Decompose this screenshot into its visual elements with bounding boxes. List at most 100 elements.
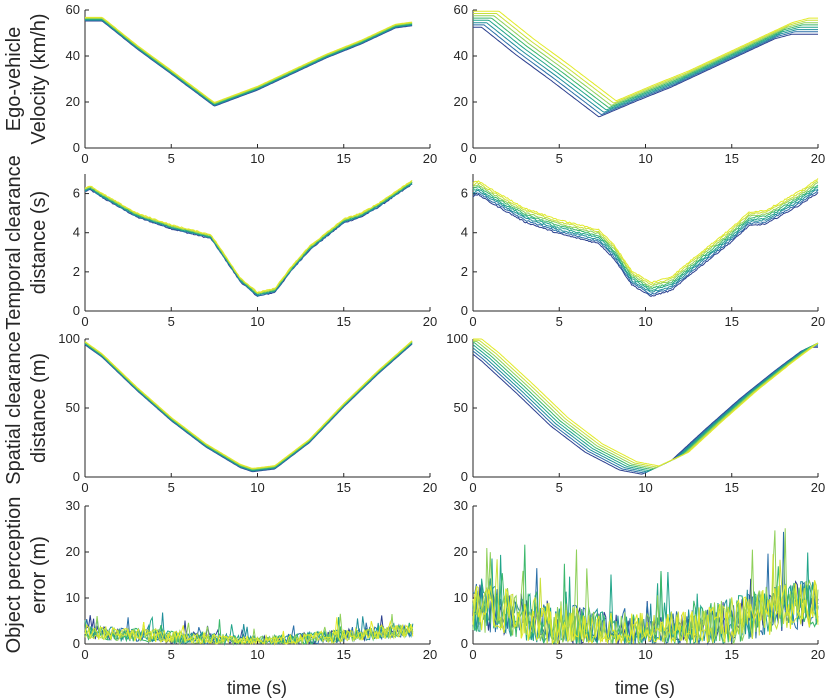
x-tick-label: 0 (81, 647, 88, 662)
y-tick-label: 20 (66, 544, 80, 559)
y-tick-label: 0 (461, 469, 468, 484)
x-tick-label: 20 (423, 314, 437, 329)
series-line-7 (84, 340, 413, 470)
series-line-6 (84, 341, 413, 470)
series-line-4 (472, 186, 819, 292)
series-line-1 (472, 191, 819, 297)
x-tick-label: 15 (725, 314, 739, 329)
x-tick-label: 20 (423, 480, 437, 495)
series-line-3 (84, 183, 413, 296)
series-line-4 (84, 181, 413, 296)
x-tick-label: 10 (250, 480, 264, 495)
y-tick-label: 50 (454, 400, 468, 415)
series-line-5 (472, 342, 819, 470)
series-line-8 (473, 10, 818, 102)
series-line-5 (84, 341, 413, 471)
y-labels-layer: Ego-vehicle Velocity (km/h)Temporal clear… (3, 13, 50, 653)
x-tick-label: 10 (638, 314, 652, 329)
y-tick-label: 0 (461, 140, 468, 155)
x-tick-label: 5 (556, 314, 563, 329)
y-tick-label: 2 (73, 264, 80, 279)
x-tick-label: 0 (469, 480, 476, 495)
series-line-5 (84, 181, 413, 295)
x-tick-label: 5 (556, 647, 563, 662)
y-tick-label: 0 (461, 636, 468, 651)
x-tick-label: 15 (725, 480, 739, 495)
series-line-7 (473, 13, 818, 104)
y-tick-label: 60 (66, 2, 80, 17)
x-tick-label: 5 (168, 314, 175, 329)
x-tick-label: 15 (725, 647, 739, 662)
x-tick-label: 0 (81, 314, 88, 329)
panel-perception-right: 0 5 10 15 20 0 10 20 30 (454, 498, 826, 662)
x-tick-label: 15 (337, 647, 351, 662)
x-tick-label: 0 (81, 480, 88, 495)
x-tick-label: 10 (250, 151, 264, 166)
x-tick-label: 20 (423, 647, 437, 662)
x-tick-label: 10 (250, 314, 264, 329)
x-tick-label: 5 (168, 647, 175, 662)
y-tick-label: 100 (58, 331, 80, 346)
y-tick-label: 10 (66, 590, 80, 605)
series-line-2 (84, 343, 413, 472)
series-line-8 (472, 580, 819, 646)
x-tick-label: 15 (337, 151, 351, 166)
y-axis-label: distance (m) (28, 353, 50, 463)
y-axis-label: Object perception (3, 497, 25, 654)
y-tick-label: 20 (454, 544, 468, 559)
x-tick-label: 20 (811, 314, 825, 329)
x-tick-label: 0 (469, 647, 476, 662)
y-axis-label: Ego-vehicle (3, 27, 25, 132)
y-tick-label: 10 (454, 590, 468, 605)
series-line-8 (84, 180, 413, 294)
x-tick-label: 0 (81, 151, 88, 166)
panel-perception-left: 0 5 10 15 20 0 10 20 30 (66, 498, 438, 662)
y-tick-label: 0 (73, 636, 80, 651)
y-tick-label: 30 (66, 498, 80, 513)
y-axis-label: Velocity (km/h) (28, 13, 50, 144)
y-tick-label: 0 (461, 303, 468, 318)
series-line-1 (84, 343, 413, 473)
panel-temporal-left: 0 5 10 15 20 0 2 4 6 (73, 174, 437, 329)
series-line-3 (473, 22, 818, 113)
panel-temporal-right: 0 5 10 15 20 0 2 4 6 (461, 174, 825, 329)
x-tick-label: 15 (337, 314, 351, 329)
panel-spatial-right: 0 5 10 15 20 0 50 100 (446, 331, 825, 495)
y-axis-label: Spatial clearance (3, 331, 25, 484)
series-line-6 (473, 15, 818, 106)
series-line-1 (472, 346, 818, 475)
x-tick-label: 0 (469, 314, 476, 329)
y-axis-label: Temporal clearance (3, 155, 25, 330)
series-line-7 (473, 339, 819, 468)
series-line-8 (472, 178, 819, 284)
series-line-5 (473, 17, 818, 108)
series-line-2 (472, 345, 818, 474)
y-tick-label: 4 (73, 225, 80, 240)
x-tick-label: 10 (638, 480, 652, 495)
x-tick-label: 20 (811, 480, 825, 495)
y-tick-label: 40 (66, 48, 80, 63)
x-tick-label: 10 (638, 647, 652, 662)
series-line-2 (472, 189, 819, 296)
series-line-8 (473, 338, 819, 467)
panel-velocity-right: 0 5 10 15 20 0 20 40 60 (454, 2, 826, 166)
series-line-3 (473, 188, 819, 293)
y-tick-label: 6 (461, 186, 468, 201)
series-line-8 (84, 340, 413, 469)
x-tick-label: 5 (168, 480, 175, 495)
series-line-6 (84, 181, 413, 295)
series-line-8 (85, 16, 413, 103)
x-tick-label: 10 (250, 647, 264, 662)
x-tick-label: 15 (337, 480, 351, 495)
y-tick-label: 0 (73, 303, 80, 318)
series-line-6 (472, 182, 819, 288)
x-tick-label: 10 (638, 151, 652, 166)
x-tick-label: 20 (811, 151, 825, 166)
series-line-4 (473, 19, 818, 111)
x-tick-label: 20 (811, 647, 825, 662)
series-line-7 (84, 180, 413, 294)
y-tick-label: 4 (461, 225, 468, 240)
series-line-5 (472, 184, 819, 290)
